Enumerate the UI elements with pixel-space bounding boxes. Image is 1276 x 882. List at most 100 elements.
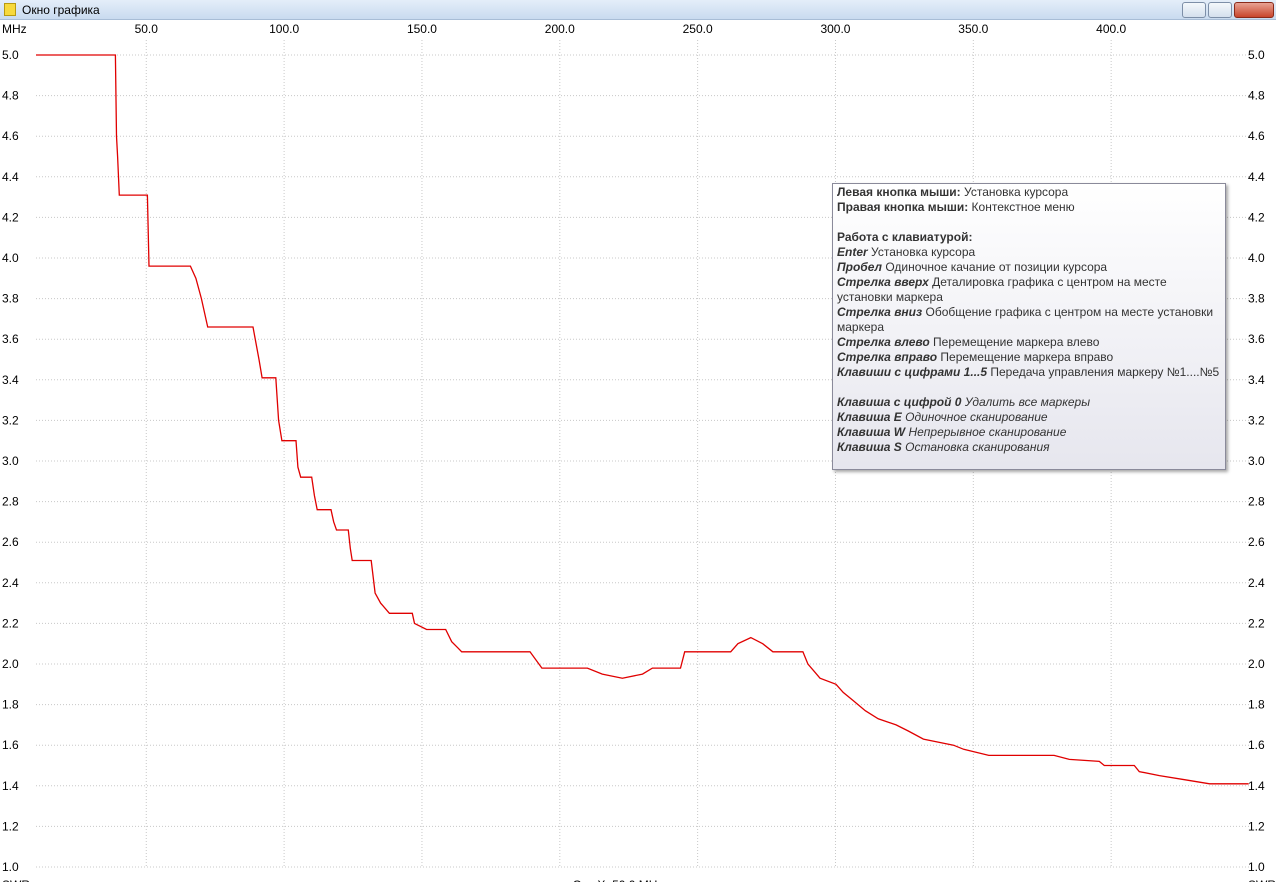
y-tick-label: 3.8 — [2, 292, 19, 306]
x-tick-label: 300.0 — [820, 22, 850, 36]
help-text: Передача управления маркеру №1....№5 — [990, 365, 1220, 379]
help-line: Стрелка вправо Перемещение маркера вправ… — [837, 350, 1221, 365]
help-key: Enter — [837, 245, 868, 259]
y-tick-label-right: 2.2 — [1248, 616, 1265, 630]
y-tick-label-right: 3.0 — [1248, 454, 1265, 468]
x-tick-label: 250.0 — [683, 22, 713, 36]
help-group: Клавиша с цифрой 0 Удалить все маркеры Кл… — [837, 395, 1221, 455]
help-line: Enter Установка курсора — [837, 245, 1221, 260]
y-tick-label-right: 1.2 — [1248, 819, 1265, 833]
y-tick-label-right: 3.6 — [1248, 332, 1265, 346]
y-tick-label: 2.0 — [2, 657, 19, 671]
help-group: Работа с клавиатурой: Enter Установка кур… — [837, 230, 1221, 380]
y-tick-label: 2.6 — [2, 535, 19, 549]
help-line: Клавиша W Непрерывное сканирование — [837, 425, 1221, 440]
help-heading: Работа с клавиатурой: — [837, 230, 973, 244]
help-key: Клавиша W — [837, 425, 906, 439]
y-tick-label-right: 4.4 — [1248, 170, 1265, 184]
help-key: Левая кнопка мыши: — [837, 185, 961, 199]
help-key: Стрелка вверх — [837, 275, 929, 289]
x-tick-label: 350.0 — [958, 22, 988, 36]
y-tick-label: 4.6 — [2, 129, 19, 143]
window-title: Окно графика — [22, 3, 100, 17]
y-tick-label: 4.2 — [2, 210, 19, 224]
x-tick-label: 200.0 — [545, 22, 575, 36]
y-tick-label-right: 1.4 — [1248, 779, 1265, 793]
help-text: Одиночное сканирование — [905, 410, 1048, 424]
y-tick-label: 4.0 — [2, 251, 19, 265]
y-tick-label-right: 1.0 — [1248, 860, 1265, 874]
y-tick-label-right: 5.0 — [1248, 48, 1265, 62]
help-line: Клавиша E Одиночное сканирование — [837, 410, 1221, 425]
y-tick-label-right: 3.2 — [1248, 413, 1265, 427]
help-key: Пробел — [837, 260, 883, 274]
y-tick-label: 3.2 — [2, 413, 19, 427]
y-tick-label: 5.0 — [2, 48, 19, 62]
help-key: Стрелка влево — [837, 335, 930, 349]
status-text: Ось X: 50.0 MHz — [573, 878, 664, 882]
x-tick-label: 150.0 — [407, 22, 437, 36]
help-text: Деталировка графика с центром на месте у… — [837, 275, 1167, 304]
help-text: Перемещение маркера вправо — [940, 350, 1114, 364]
y-tick-label: 3.0 — [2, 454, 19, 468]
help-line: Пробел Одиночное качание от позиции курс… — [837, 260, 1221, 275]
help-text: Контекстное меню — [971, 200, 1075, 214]
y-tick-label-right: 3.8 — [1248, 292, 1265, 306]
help-line: Клавиша с цифрой 0 Удалить все маркеры — [837, 395, 1221, 410]
x-tick-label: 400.0 — [1096, 22, 1126, 36]
y-tick-label-right: 2.0 — [1248, 657, 1265, 671]
data-line — [36, 54, 1249, 785]
help-key: Клавиша с цифрой 0 — [837, 395, 962, 409]
y-tick-label: 4.8 — [2, 89, 19, 103]
y-tick-label: 3.6 — [2, 332, 19, 346]
help-key: Клавиша S — [837, 440, 902, 454]
y-tick-label-right: 2.4 — [1248, 576, 1265, 590]
minimize-button[interactable] — [1182, 2, 1206, 18]
y-tick-label-right: 3.4 — [1248, 373, 1265, 387]
help-key: Клавиши с цифрами 1...5 — [837, 365, 988, 379]
y-tick-label: 1.4 — [2, 779, 19, 793]
x-tick-label: 100.0 — [269, 22, 299, 36]
help-line: Стрелка вверх Деталировка графика с цент… — [837, 275, 1221, 305]
help-text: Перемещение маркера влево — [933, 335, 1100, 349]
app-icon — [4, 3, 16, 16]
help-group: Левая кнопка мыши: Установка курсора Прав… — [837, 185, 1221, 215]
close-button[interactable] — [1234, 2, 1274, 18]
help-key: Правая кнопка мыши: — [837, 200, 969, 214]
y-tick-label-right: 4.8 — [1248, 89, 1265, 103]
y-unit-label-right: SWR — [1248, 878, 1276, 882]
help-line: Клавиши с цифрами 1...5 Передача управле… — [837, 365, 1221, 380]
help-line: Клавиша S Остановка сканирования — [837, 440, 1221, 455]
help-text: Установка курсора — [871, 245, 976, 259]
y-tick-label: 1.6 — [2, 738, 19, 752]
help-tooltip: Левая кнопка мыши: Установка курсора Прав… — [832, 183, 1226, 470]
y-tick-label-right: 4.0 — [1248, 251, 1265, 265]
help-text: Одиночное качание от позиции курсора — [885, 260, 1108, 274]
y-tick-label-right: 2.6 — [1248, 535, 1265, 549]
y-unit-label: SWR — [2, 878, 30, 882]
help-key: Стрелка вниз — [837, 305, 923, 319]
maximize-button[interactable] — [1208, 2, 1232, 18]
help-line: Стрелка влево Перемещение маркера влево — [837, 335, 1221, 350]
y-tick-label-right: 1.8 — [1248, 698, 1265, 712]
help-text: Обобщение графика с центром на месте уст… — [837, 305, 1214, 334]
y-tick-label-right: 4.2 — [1248, 210, 1265, 224]
help-text: Установка курсора — [964, 185, 1069, 199]
x-tick-label: 50.0 — [135, 22, 159, 36]
help-text: Удалить все маркеры — [964, 395, 1091, 409]
y-tick-label: 2.4 — [2, 576, 19, 590]
y-tick-label: 2.2 — [2, 616, 19, 630]
help-key: Стрелка вправо — [837, 350, 938, 364]
y-tick-label: 4.4 — [2, 170, 19, 184]
y-tick-label: 2.8 — [2, 495, 19, 509]
y-tick-label: 1.8 — [2, 698, 19, 712]
y-tick-label: 3.4 — [2, 373, 19, 387]
x-unit-label: MHz — [2, 22, 27, 36]
title-bar: Окно графика — [0, 0, 1276, 20]
help-line: Левая кнопка мыши: Установка курсора — [837, 185, 1221, 200]
help-text: Остановка сканирования — [905, 440, 1050, 454]
y-tick-label: 1.2 — [2, 819, 19, 833]
y-tick-label-right: 1.6 — [1248, 738, 1265, 752]
